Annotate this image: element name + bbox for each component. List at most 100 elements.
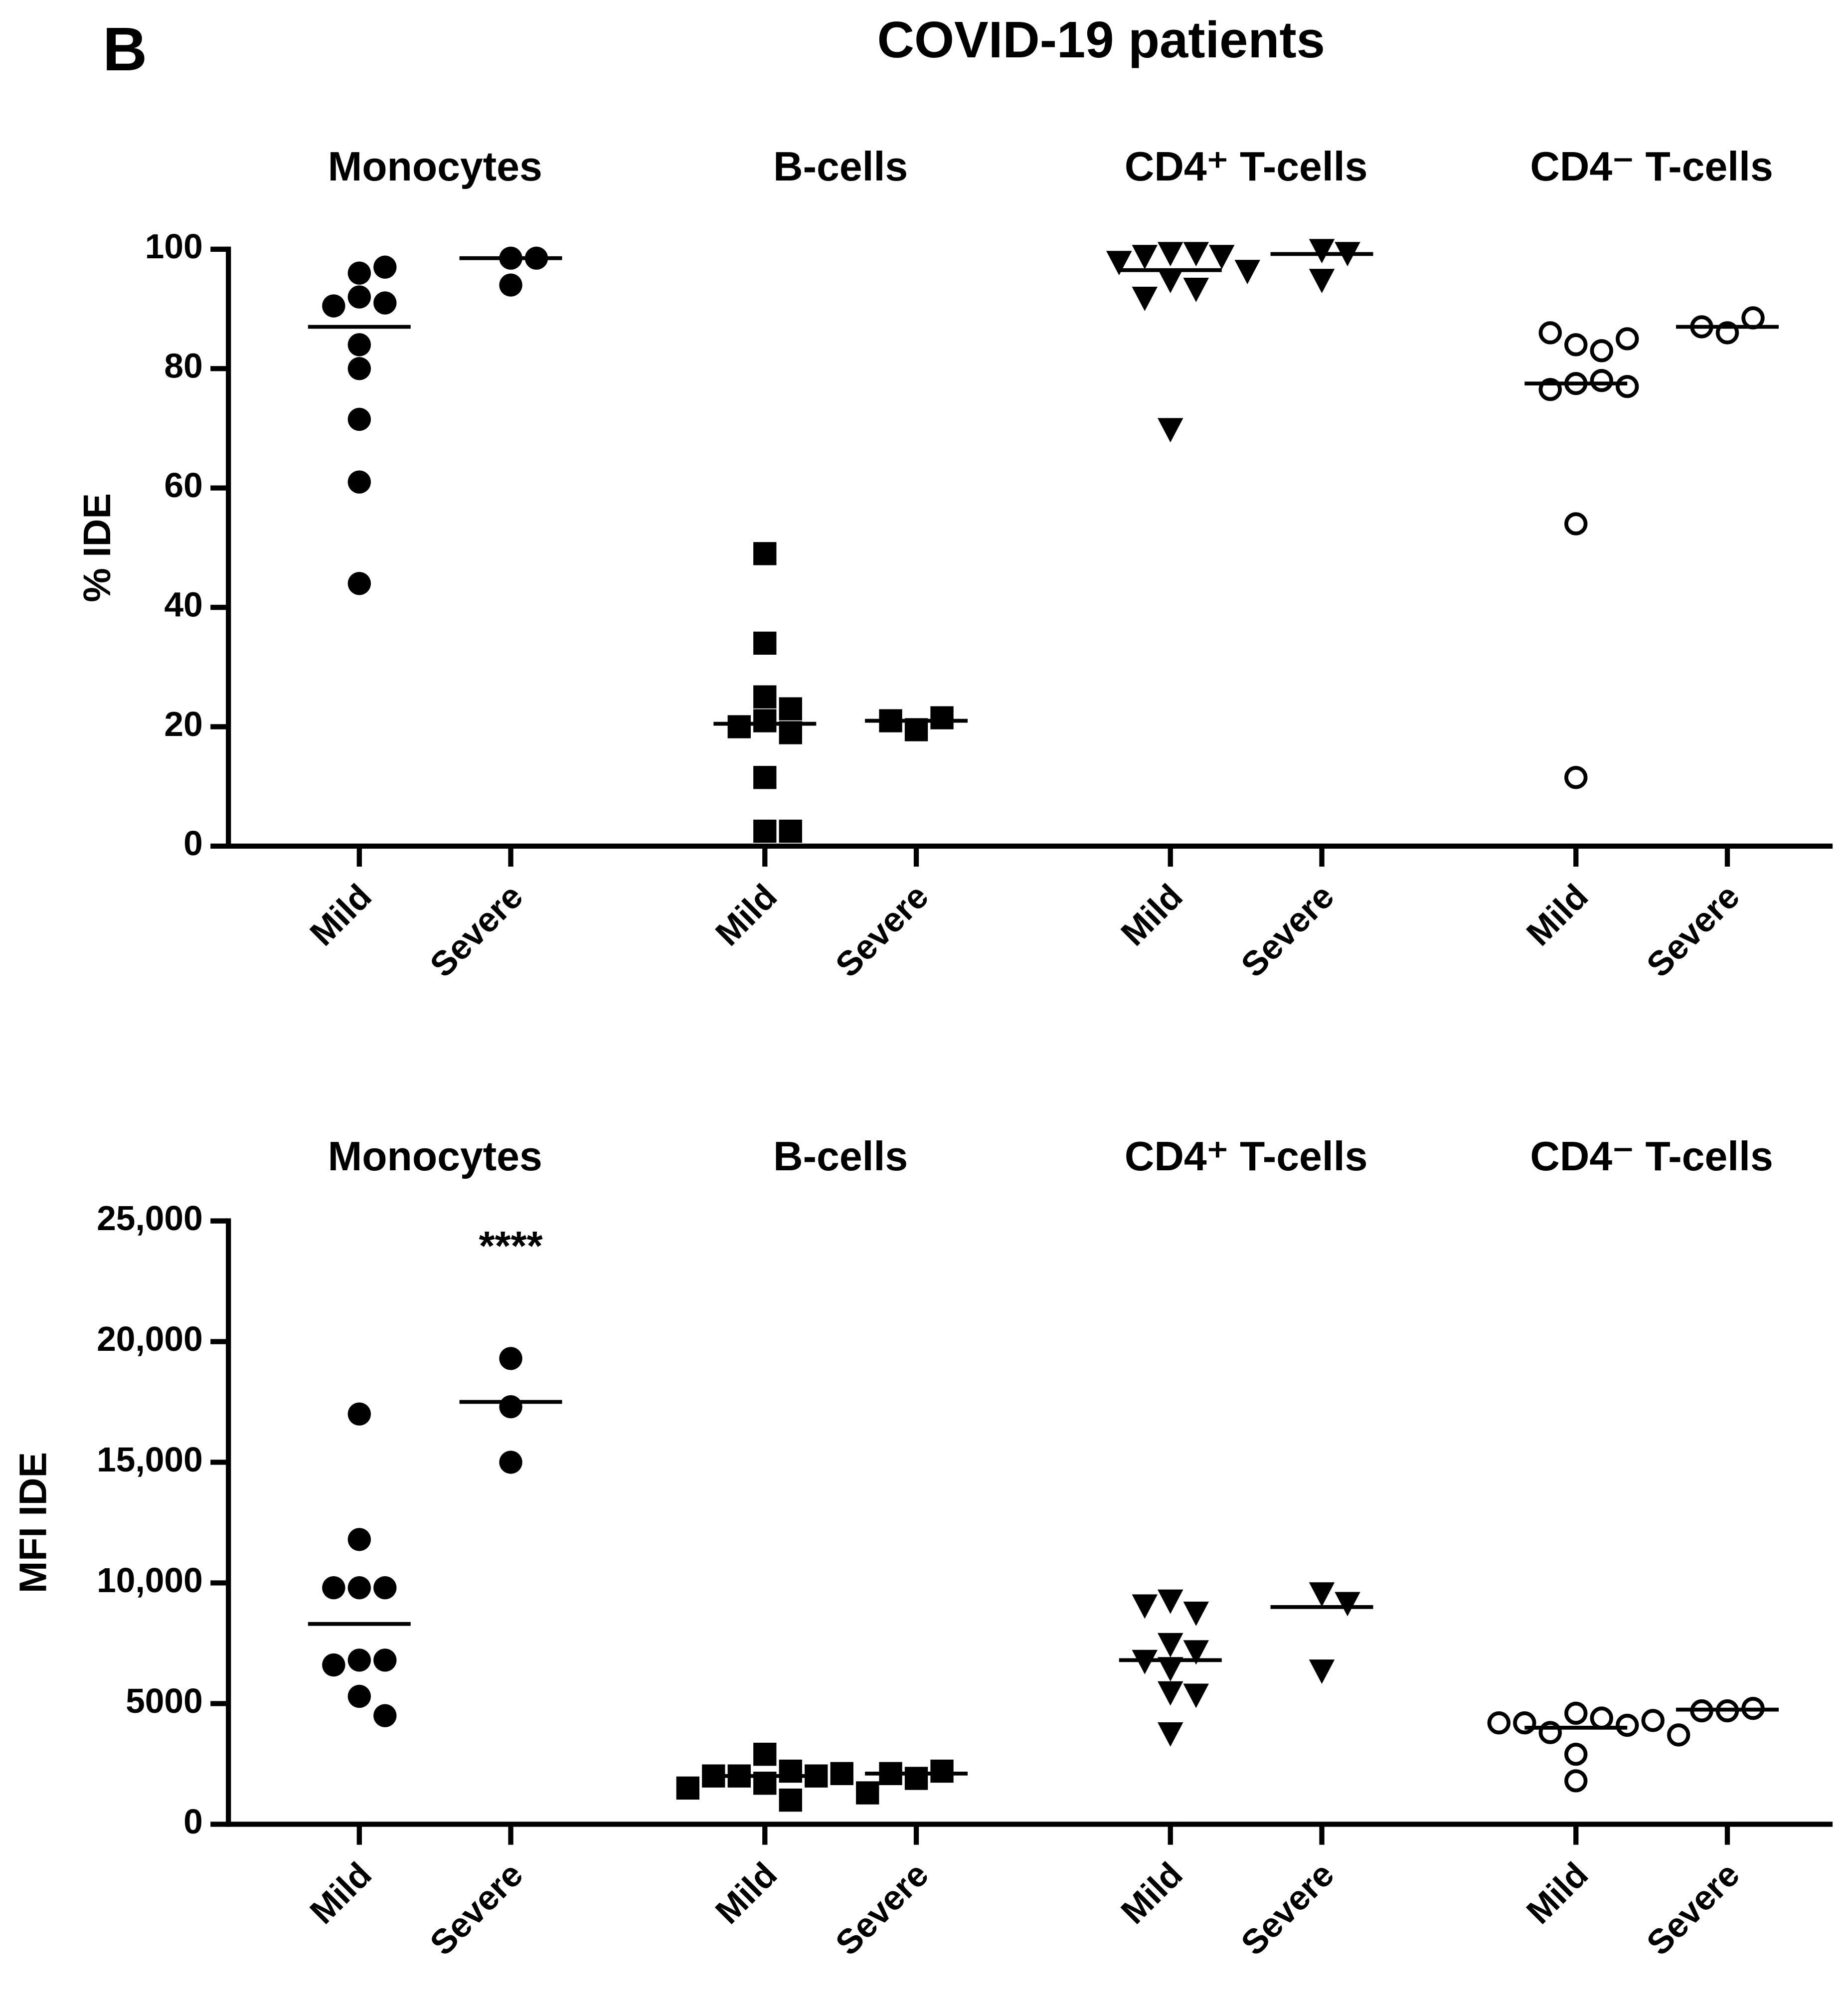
y-tick-label: 25,000 [97,1199,203,1238]
dot [347,333,371,357]
dot [322,1653,345,1677]
dot [676,1776,699,1800]
y-tick-label: 0 [183,1802,203,1841]
dot [930,706,954,730]
x-tick-label: Mild [1519,1855,1595,1931]
dot [1158,1657,1183,1682]
dot [1208,245,1235,270]
y-axis-label: % IDE [76,493,119,602]
dot [1132,1594,1158,1619]
dot [1564,1769,1588,1793]
dot [322,1576,345,1600]
dot [322,294,345,318]
dot [1741,306,1765,330]
y-tick-label: 20,000 [97,1319,203,1358]
x-tick-label: Severe [1639,877,1747,984]
dot [1309,1582,1335,1607]
group-label: Monocytes [328,144,542,189]
dot [1616,374,1639,398]
panel-label: B [103,15,147,84]
dot [1564,766,1588,789]
dot [779,1788,802,1812]
dot [499,1451,522,1474]
dot [347,571,371,595]
significance-annotation: **** [479,1223,542,1269]
dot [930,1759,954,1783]
x-tick-label: Mild [1113,1855,1189,1931]
dot [347,1402,371,1426]
x-tick-label: Severe [1639,1855,1747,1963]
dot [1234,260,1260,285]
x-tick-label: Severe [422,1855,530,1963]
dot [347,1576,371,1600]
x-tick-label: Severe [422,877,530,984]
dot [1158,1681,1183,1706]
dot [1183,1640,1209,1665]
y-tick-label: 15,000 [97,1440,203,1479]
dot [1158,1589,1183,1614]
dot [1538,321,1562,345]
dot [1158,242,1183,267]
dot [753,709,777,732]
y-tick-label: 10,000 [97,1561,203,1600]
figure-title: COVID-19 patients [877,11,1325,68]
dot [856,1781,879,1805]
dot [1641,1709,1665,1732]
dot [373,1576,397,1600]
y-tick-label: 0 [183,824,203,863]
dot [753,542,777,565]
y-tick-label: 5000 [126,1681,203,1720]
dot [1309,1659,1335,1684]
dot [499,273,522,297]
dot [373,291,397,315]
dot [1564,1742,1588,1766]
y-tick-label: 20 [164,705,202,743]
dot [1183,242,1209,267]
dot [1183,278,1209,302]
dot [779,697,802,721]
group-label: B-cells [773,144,908,189]
x-tick-label: Severe [1233,877,1341,984]
dot [347,470,371,494]
dot [1616,1713,1639,1737]
dot [1106,251,1132,276]
dot [1158,1722,1183,1747]
group-label: CD4⁺ T-cells [1125,1133,1367,1179]
dot [779,1759,802,1783]
dot [1564,512,1588,536]
dot [1487,1711,1511,1735]
dot [373,255,397,279]
group-label: Monocytes [328,1133,542,1179]
x-tick-label: Mild [1519,877,1595,953]
dot [1590,368,1613,392]
dot [1616,327,1639,351]
group-label: CD4⁻ T-cells [1530,144,1773,189]
dot [1183,1683,1209,1708]
x-tick-label: Severe [828,877,936,984]
dot [753,685,777,709]
dot [1158,1633,1183,1657]
dot [347,1684,371,1708]
dot [373,1648,397,1672]
dot [1309,239,1335,264]
dot [1132,245,1158,270]
dot [1158,418,1183,443]
dot [1158,269,1183,293]
x-tick-label: Mild [708,1855,784,1931]
dot [1590,1706,1613,1730]
y-tick-label: 40 [164,585,202,624]
x-tick-label: Mild [302,1855,378,1931]
dot [904,1767,928,1790]
dot [1132,286,1158,311]
y-tick-label: 60 [164,466,202,505]
dot [753,1742,777,1766]
group-label: CD4⁺ T-cells [1125,144,1367,189]
x-tick-label: Mild [302,877,378,953]
dot [727,715,751,738]
x-tick-label: Mild [708,877,784,953]
dot [347,1648,371,1672]
dot [347,357,371,380]
dot [753,819,777,843]
dot [1335,1592,1360,1617]
dot [779,819,802,843]
